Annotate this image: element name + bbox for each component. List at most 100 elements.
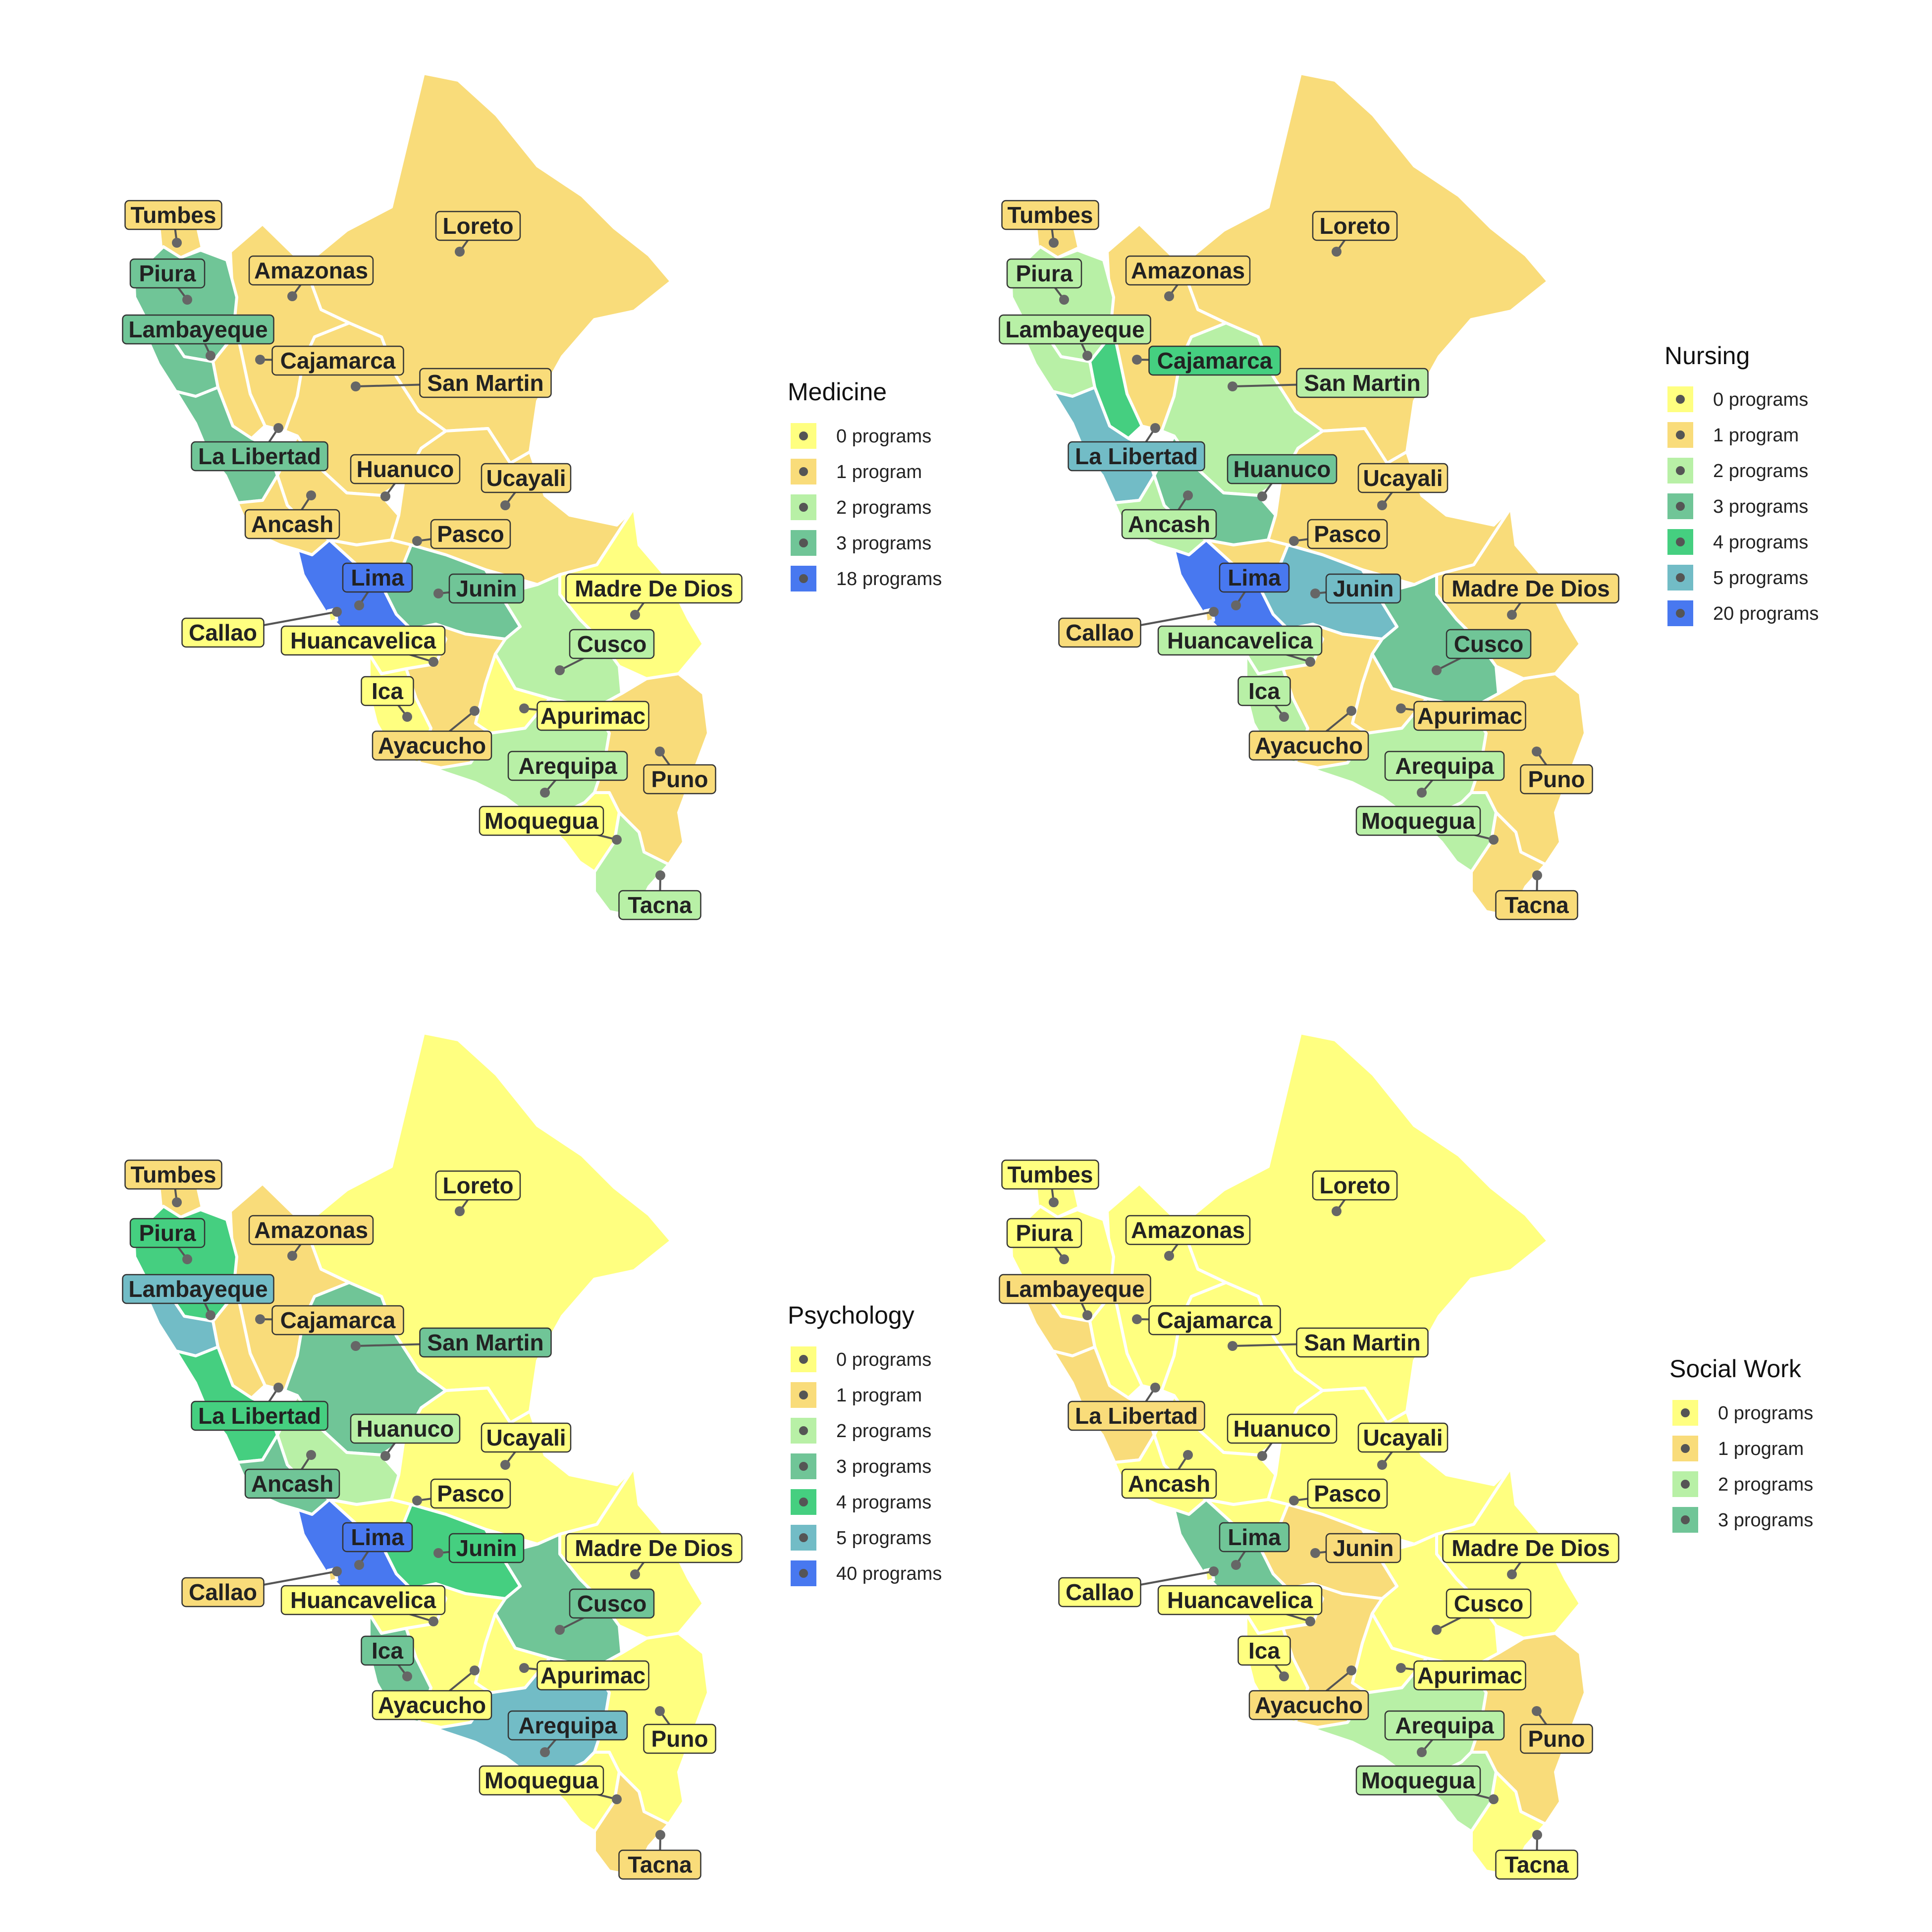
region-centroid-dot: [455, 1206, 465, 1216]
label-text: Huancavelica: [1167, 1587, 1313, 1613]
label-layer: Tumbes Piura Lambayeque Amazonas Loreto Cajam…: [999, 200, 1619, 920]
label-box: [1125, 1215, 1251, 1245]
region-centroid-dot: [1396, 1663, 1406, 1673]
region-centroid-dot: [1532, 870, 1542, 880]
region-centroid-dot: [1377, 500, 1387, 510]
label-box: [448, 573, 525, 604]
label-text: Amazonas: [1131, 258, 1245, 283]
label-box: [1495, 1849, 1578, 1880]
legend-item: 4 programs: [791, 1489, 931, 1515]
label-text: Madre De Dios: [1451, 576, 1610, 601]
label-text: Cajamarca: [1157, 1307, 1273, 1333]
region-centroid-dot: [630, 610, 640, 620]
label-text: Ancash: [1128, 511, 1210, 537]
label-box: [1520, 764, 1593, 795]
label-ucayali: Ucayali: [481, 1422, 572, 1470]
region-tacna: [593, 811, 670, 918]
label-madre-de-dios: Madre De Dios: [1442, 1533, 1619, 1579]
label-callao: Callao: [181, 1566, 342, 1608]
legend-item: 40 programs: [791, 1560, 942, 1586]
label-text: Tumbes: [131, 202, 216, 228]
label-text: Puno: [651, 1726, 708, 1752]
label-text: Ucayali: [486, 465, 566, 491]
region-centroid-dot: [555, 1625, 565, 1635]
region-layer: [132, 72, 710, 918]
legend-dot: [799, 1426, 808, 1435]
label-box: [1248, 730, 1369, 761]
region-centroid-dot: [402, 1671, 412, 1681]
label-box: [565, 573, 743, 604]
label-ica: Ica: [361, 1635, 414, 1681]
label-text: Loreto: [1319, 213, 1390, 239]
region-centroid-dot: [433, 1548, 443, 1558]
legend-items: 0 programs 1 program 2 programs 3 programs 4…: [1667, 386, 1819, 626]
region-centroid-dot: [1183, 1450, 1193, 1460]
label-pasco: Pasco: [412, 519, 511, 549]
legend-item: 2 programs: [791, 1418, 931, 1444]
label-box: [999, 1274, 1151, 1304]
label-tacna: Tacna: [618, 1830, 701, 1880]
label-text: Ancash: [251, 511, 333, 537]
region-centroid-dot: [287, 291, 297, 301]
label-san-martin: San Martin: [1228, 368, 1429, 398]
label-moquegua: Moquegua: [479, 805, 622, 845]
region-centroid-dot: [1532, 747, 1542, 756]
label-huancavelica: Huancavelica: [280, 1585, 446, 1626]
label-junin: Junin: [1310, 573, 1401, 604]
region-layer: [1009, 1031, 1587, 1878]
legend-title: Nursing: [1664, 342, 1750, 370]
region-centroid-dot: [273, 423, 283, 433]
label-la-libertad: La Libertad: [191, 423, 328, 472]
label-box: [1355, 1765, 1481, 1796]
label-text: Arequipa: [1395, 753, 1494, 779]
label-loreto: Loreto: [1312, 211, 1398, 257]
legend-dot: [1676, 502, 1685, 511]
legend-title: Medicine: [788, 378, 887, 406]
label-box: [1058, 1577, 1141, 1608]
label-text: Cusco: [1454, 1591, 1524, 1616]
label-box: [181, 1577, 265, 1608]
label-pasco: Pasco: [1289, 1478, 1388, 1509]
region-centroid-dot: [429, 657, 438, 667]
region-centroid-dot: [519, 703, 529, 713]
label-box: [1068, 1400, 1205, 1431]
region-centroid-dot: [429, 1616, 438, 1626]
legend-item: 3 programs: [1672, 1507, 1813, 1533]
label-box: [1413, 700, 1526, 731]
label-ancash: Ancash: [1121, 1450, 1217, 1499]
region-centroid-dot: [433, 589, 443, 598]
region-layer: [132, 1031, 710, 1878]
label-ucayali: Ucayali: [1357, 463, 1449, 510]
label-lambayeque: Lambayeque: [122, 314, 274, 361]
label-arequipa: Arequipa: [507, 1710, 628, 1757]
label-box: [1520, 1723, 1593, 1754]
label-cajamarca: Cajamarca: [255, 1305, 404, 1336]
label-box: [1357, 463, 1449, 493]
label-loreto: Loreto: [435, 211, 521, 257]
label-huancavelica: Huancavelica: [280, 625, 446, 667]
label-junin: Junin: [1310, 1533, 1401, 1563]
label-box: [479, 1765, 604, 1796]
label-text: Huancavelica: [1167, 628, 1313, 653]
label-text: Loreto: [442, 213, 513, 239]
label-huanuco: Huanuco: [1227, 454, 1338, 501]
map-panel-nursing: Tumbes Piura Lambayeque Amazonas Loreto Cajam…: [999, 72, 1819, 920]
label-text: Cusco: [1454, 631, 1524, 657]
label-text: Ancash: [1128, 1471, 1210, 1497]
region-centroid-dot: [500, 1460, 510, 1470]
region-centroid-dot: [1082, 1310, 1092, 1320]
region-centroid-dot: [519, 1663, 529, 1673]
label-box: [1325, 1533, 1401, 1563]
label-text: Callao: [1066, 620, 1134, 645]
label-text: Tumbes: [131, 1162, 216, 1187]
legend-label: 18 programs: [836, 569, 942, 590]
label-box: [1325, 573, 1401, 604]
label-box: [481, 1422, 572, 1453]
legend: Social Work 0 programs 1 program 2 program…: [1669, 1355, 1813, 1533]
label-ayacucho: Ayacucho: [1248, 706, 1369, 761]
label-box: [1219, 562, 1290, 593]
label-piura: Piura: [129, 1218, 206, 1264]
legend-label: 3 programs: [836, 1456, 931, 1477]
label-box: [1495, 890, 1578, 920]
label-box: [1001, 200, 1099, 230]
